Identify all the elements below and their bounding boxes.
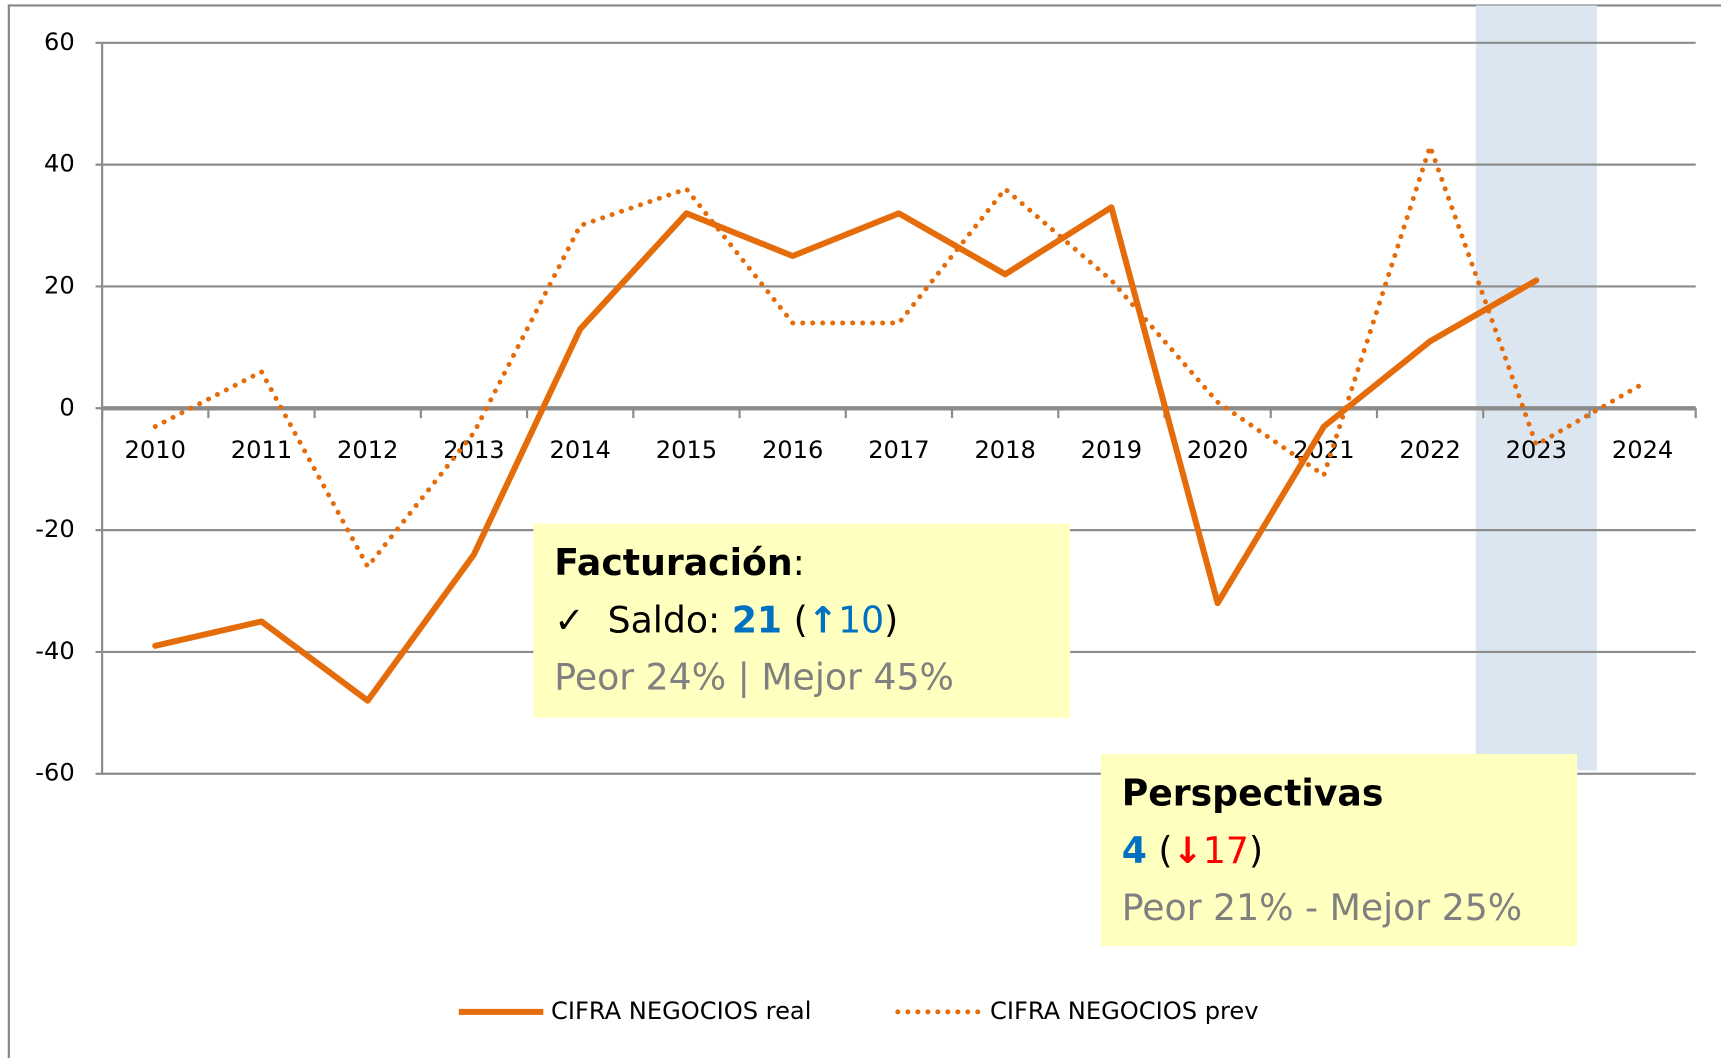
x-tick-label: 2011 [231,436,292,464]
x-tick-label: 2016 [762,436,823,464]
y-tick-label: 0 [59,393,74,421]
annotation-segment: : [793,541,805,584]
annotation-text: Peor 21% - Mejor 25% [1122,886,1522,929]
y-tick-label: -20 [35,515,74,543]
x-tick-label: 2015 [656,436,717,464]
series-line [152,143,1646,570]
annotation-segment: 4 [1122,829,1147,872]
annotation-segment: Peor 24% | Mejor 45% [554,655,954,698]
annotation-box [533,523,1071,718]
annotation-text: Peor 24% | Mejor 45% [554,655,954,698]
legend-label: CIFRA NEGOCIOS real [551,997,811,1025]
annotation-segment: ) [1249,829,1263,872]
series-line [152,204,1540,704]
highlight-band [1475,5,1597,771]
y-tick-label: -40 [35,637,74,665]
annotation-segment: Perspectivas [1122,772,1384,815]
x-tick-label: 2012 [337,436,398,464]
annotation-text: Perspectivas [1122,772,1384,815]
legend-label: CIFRA NEGOCIOS prev [990,997,1259,1025]
annotation-segment: ( [782,598,808,641]
y-tick-label: 60 [44,28,75,56]
x-tick-label: 2010 [125,436,186,464]
annotation-segment: ( [1147,829,1173,872]
annotation-segment: ↓ [1173,829,1203,872]
chart-border [7,4,1721,1058]
annotation-text: 4 (↓17) [1122,829,1263,872]
x-tick-label: 2020 [1187,436,1248,464]
y-tick-label: -60 [35,759,74,787]
annotation-segment: ↑ [808,598,838,641]
x-tick-label: 2017 [868,436,929,464]
annotation-segment: 21 [732,598,782,641]
annotation-segment: ✓ Saldo: [554,598,731,641]
annotation-text: Facturación: [554,541,805,584]
annotation-box [1100,753,1578,947]
annotation-segment: Peor 21% - Mejor 25% [1122,886,1522,929]
x-tick-label: 2022 [1399,436,1460,464]
annotation-text: ✓ Saldo: 21 (↑10) [554,598,898,641]
annotation-segment: 17 [1203,829,1249,872]
annotation-segment: 10 [838,598,884,641]
annotation-segment: Facturación [554,541,792,584]
y-tick-label: 20 [44,271,75,299]
x-tick-label: 2024 [1612,436,1673,464]
annotation-segment: ) [884,598,898,641]
x-tick-label: 2023 [1506,436,1567,464]
x-tick-label: 2019 [1081,436,1142,464]
x-tick-label: 2014 [549,436,610,464]
x-tick-label: 2018 [974,436,1035,464]
y-tick-label: 40 [44,150,75,178]
